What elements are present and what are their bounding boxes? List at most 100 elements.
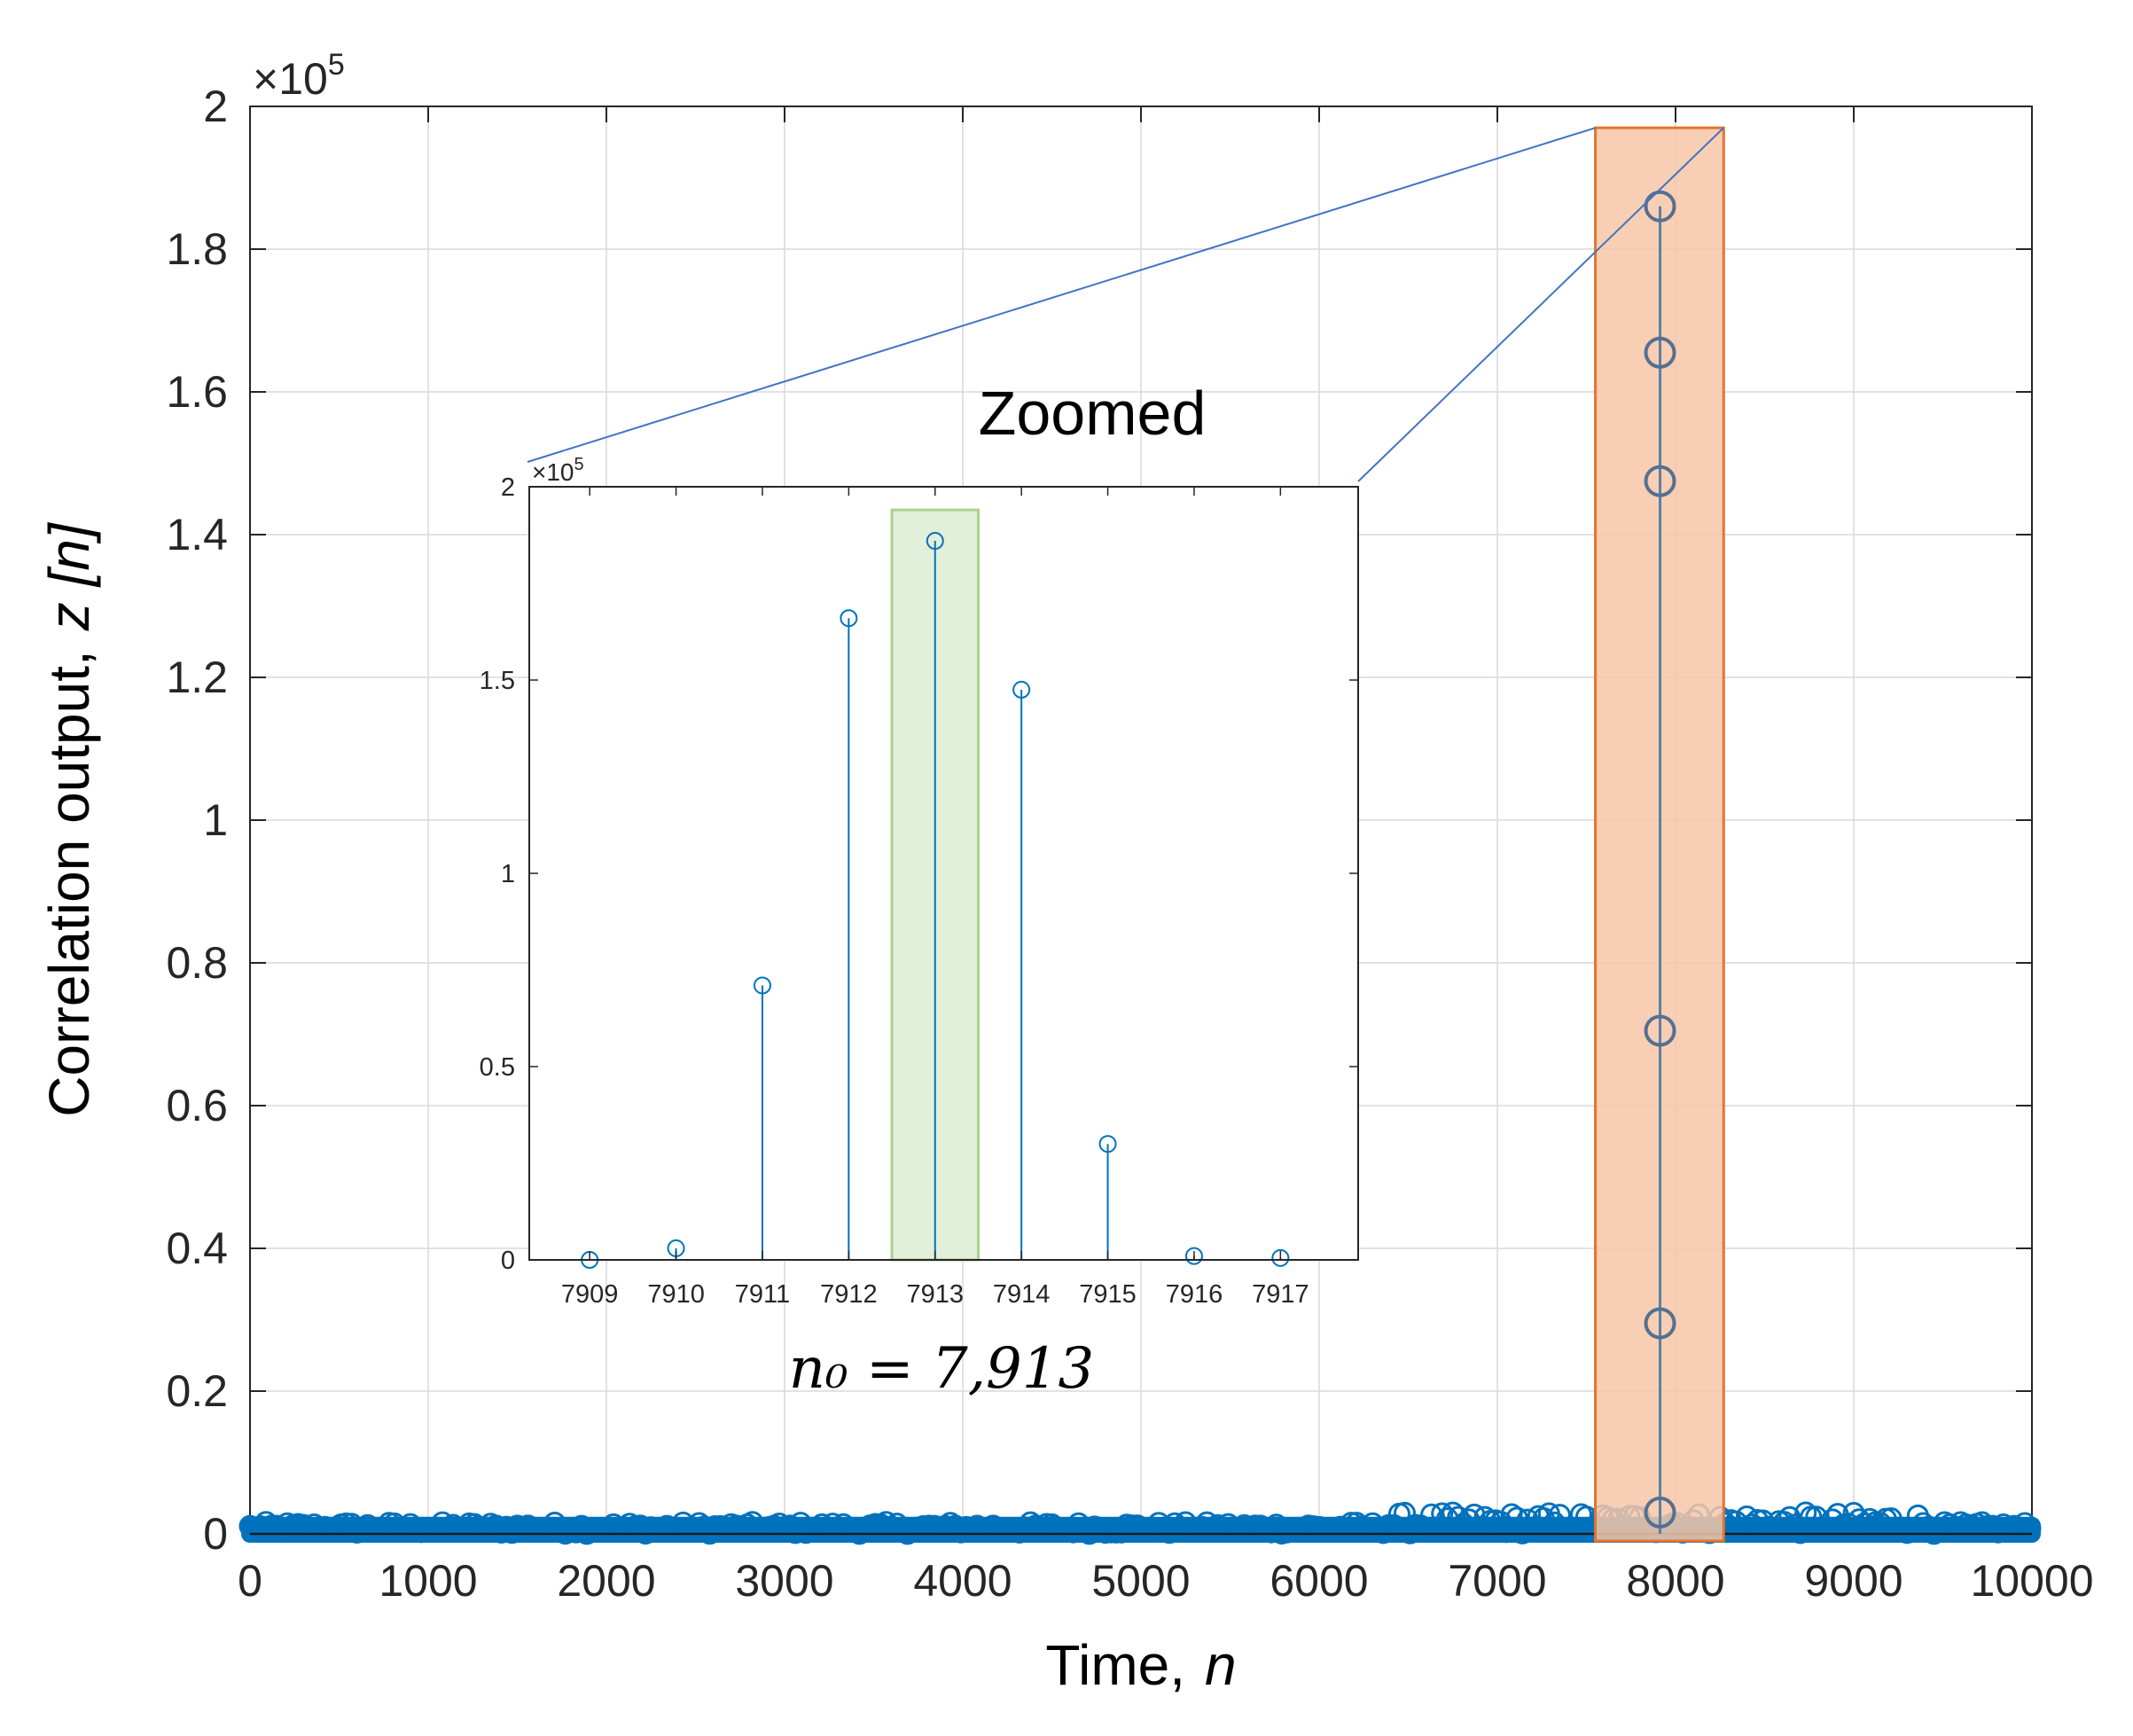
noise-marker [356, 1513, 379, 1537]
noise-marker [538, 1517, 561, 1540]
y-tick-label: 1.8 [166, 224, 228, 274]
noise-marker [549, 1517, 572, 1540]
noise-marker [2019, 1517, 2042, 1540]
noise-marker [1821, 1508, 1844, 1531]
noise-marker [1366, 1516, 1389, 1539]
y-tick-label: 1.4 [166, 510, 228, 559]
noise-marker [249, 1515, 272, 1538]
noise-marker [976, 1519, 999, 1542]
inset-stem-marker [1098, 1135, 1117, 1153]
x-tick-label: 7000 [1448, 1556, 1546, 1606]
noise-marker [1858, 1507, 1881, 1530]
noise-marker [565, 1521, 588, 1544]
inset-ticks: 7909 7910 7911 7912 7913 7914 7915 7916 7917 0 0.5… [480, 473, 1358, 1309]
y-tick-label: 1 [203, 795, 228, 845]
noise-marker [1211, 1519, 1234, 1542]
noise-marker [1473, 1505, 1496, 1529]
inset-x-tick-label: 7912 [820, 1280, 878, 1309]
noise-marker [1089, 1518, 1112, 1541]
y-tick-label: 0.8 [166, 938, 228, 988]
noise-marker [1431, 1502, 1454, 1525]
x-tick-label: 1000 [379, 1556, 477, 1606]
noise-marker [297, 1519, 320, 1542]
noise-marker [693, 1515, 716, 1538]
noise-marker [1805, 1505, 1828, 1529]
x-tick-label: 3000 [735, 1556, 833, 1606]
noise-marker [613, 1516, 636, 1539]
noise-marker [1249, 1514, 1272, 1537]
noise-marker [1356, 1518, 1379, 1541]
noise-marker [1276, 1521, 1299, 1544]
noise-marker [506, 1514, 528, 1537]
y-axis-label: Correlation output,z [n] [37, 522, 101, 1117]
noise-marker [265, 1514, 288, 1537]
noise-marker [1142, 1517, 1165, 1540]
x-tick-label: 8000 [1626, 1556, 1724, 1606]
x-tick-label: 10000 [1970, 1556, 2093, 1606]
noise-marker [1329, 1515, 1352, 1538]
inset-y-tick-label: 0 [501, 1247, 515, 1275]
noise-marker [1944, 1515, 1967, 1538]
inset-stem-marker [1012, 680, 1031, 699]
noise-marker [1757, 1515, 1780, 1538]
inset-y-exponent-label: ×105 [532, 455, 584, 486]
peak-marker [1644, 1014, 1676, 1047]
noise-marker [1981, 1514, 2004, 1537]
x-tick-label: 4000 [913, 1556, 1012, 1606]
noise-marker [1505, 1506, 1528, 1529]
y-tick-label: 0 [203, 1509, 228, 1559]
noise-marker [944, 1514, 967, 1537]
noise-marker [1848, 1508, 1871, 1531]
main-ticks: 0 1000 2000 3000 4000 5000 6000 7000 8000 9000 100… [166, 82, 2093, 1606]
noise-marker [473, 1516, 496, 1539]
noise-marker [1500, 1503, 1523, 1526]
inset-y-tick-label: 1 [501, 860, 515, 888]
noise-marker [394, 1517, 417, 1540]
noise-marker [313, 1515, 336, 1538]
noise-marker [495, 1515, 518, 1538]
noise-marker [655, 1514, 678, 1537]
noise-marker [955, 1515, 978, 1538]
noise-marker [517, 1514, 540, 1537]
noise-marker [436, 1517, 459, 1540]
inset-x-tick-label: 7915 [1079, 1280, 1137, 1309]
noise-marker [597, 1520, 620, 1543]
noise-marker [891, 1519, 914, 1542]
noise-marker [1073, 1518, 1096, 1541]
noise-marker [1773, 1511, 1796, 1534]
baseline-noise-series [238, 1501, 2042, 1545]
y-tick-label: 0.4 [166, 1224, 228, 1273]
noise-marker [842, 1517, 865, 1540]
x-tick-label: 0 [238, 1556, 262, 1606]
inset-y-tick-label: 1.5 [480, 667, 515, 695]
y-tick-label: 1.2 [166, 653, 228, 702]
inset-x-tick-label: 7913 [907, 1280, 965, 1309]
inset-x-tick-label: 7916 [1166, 1280, 1223, 1309]
peak-marker [1644, 1496, 1676, 1529]
noise-marker [960, 1520, 983, 1543]
inset-stem-marker [840, 609, 858, 628]
inset-x-tick-label: 7911 [735, 1280, 790, 1309]
zoom-connector-line-left [527, 127, 1596, 463]
inset-stem-marker [1184, 1247, 1203, 1265]
noise-marker [1206, 1513, 1229, 1537]
y-exponent-label: ×105 [253, 48, 345, 104]
noise-marker [2008, 1516, 2031, 1539]
noise-marker [1971, 1511, 1994, 1534]
noise-marker [981, 1514, 1004, 1537]
noise-marker [1345, 1512, 1368, 1535]
y-tick-label: 0.2 [166, 1366, 228, 1416]
inset-y-tick-label: 2 [501, 473, 515, 502]
peak-marker [1644, 190, 1676, 223]
x-tick-label: 5000 [1091, 1556, 1190, 1606]
x-tick-label: 2000 [557, 1556, 655, 1606]
inset-title: Zoomed [979, 379, 1207, 448]
zoom-connector-line-right [1357, 127, 1724, 482]
noise-marker [1890, 1517, 1913, 1540]
noise-marker [1917, 1515, 1940, 1538]
inset-stem-marker [926, 532, 944, 551]
x-axis-label: Time, n [1045, 1633, 1236, 1697]
inset-stem-marker [1271, 1248, 1290, 1267]
inset-x-tick-label: 7910 [647, 1280, 705, 1309]
